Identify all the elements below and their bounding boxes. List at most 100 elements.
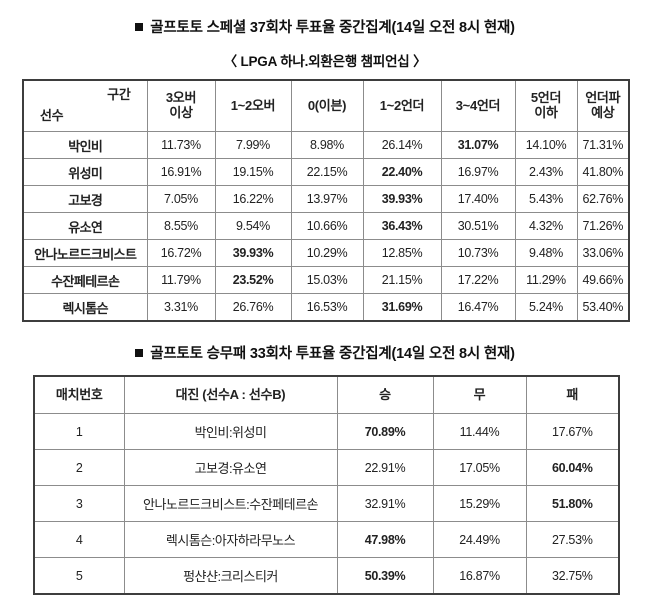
table-row: 고보경 7.05% 16.22% 13.97% 39.93% 17.40% 5.43% 62.… [22, 185, 630, 213]
lpga-corner-header: 구간 선수 [22, 79, 148, 132]
match-table-container: 매치번호 대진 (선수A : 선수B) 승 무 패 1 박인비:위성미 70.89%… [0, 375, 650, 595]
lpga-cell-value: 11.73% [146, 131, 216, 159]
match-matchup: 박인비:위성미 [123, 413, 338, 450]
lpga-col-header-0: 3오버 이상 [146, 79, 216, 132]
lpga-cell-value: 8.55% [146, 212, 216, 240]
table-row: 수잔페테르손 11.79% 23.52% 15.03% 21.15% 17.22% 11.2… [22, 266, 630, 294]
lpga-cell-value: 16.72% [146, 239, 216, 267]
lpga-cell-value: 16.91% [146, 158, 216, 186]
lpga-cell-value: 17.22% [440, 266, 516, 294]
corner-label-player: 선수 [40, 108, 64, 124]
lpga-cell-value: 19.15% [214, 158, 292, 186]
lpga-cell-value: 22.15% [290, 158, 364, 186]
section2-title: 골프토토 승무패 33회차 투표율 중간집계(14일 오전 8시 현재) [0, 342, 650, 363]
match-cell-value: 27.53% [525, 521, 620, 558]
match-cell-value: 60.04% [525, 449, 620, 486]
lpga-table-body: 박인비 11.73% 7.99% 8.98% 26.14% 31.07% 14.10% 71.… [22, 131, 630, 322]
lpga-col-header-5: 5언더 이하 [514, 79, 578, 132]
lpga-player-name: 박인비 [22, 131, 148, 159]
lpga-cell-value: 71.31% [576, 131, 630, 159]
lpga-cell-value: 33.06% [576, 239, 630, 267]
lpga-cell-value: 10.73% [440, 239, 516, 267]
table-row: 1 박인비:위성미 70.89% 11.44% 17.67% [33, 413, 620, 450]
col-header-line1: 1~2언더 [379, 97, 425, 113]
match-number: 4 [33, 521, 125, 558]
lpga-cell-value: 31.69% [362, 293, 442, 322]
lpga-cell-value: 39.93% [362, 185, 442, 213]
col-header-line1: 5언더 [530, 90, 562, 106]
match-cell-value: 50.39% [336, 557, 434, 595]
lpga-cell-value: 41.80% [576, 158, 630, 186]
lpga-cell-value: 22.40% [362, 158, 442, 186]
lpga-cell-value: 3.31% [146, 293, 216, 322]
col-header-line2: 예상 [591, 105, 615, 120]
lpga-cell-value: 10.66% [290, 212, 364, 240]
lpga-cell-value: 31.07% [440, 131, 516, 159]
col-header-line2: 이하 [534, 105, 558, 120]
lpga-cell-value: 49.66% [576, 266, 630, 294]
lpga-col-header-6: 언더파 예상 [576, 79, 630, 132]
table-row: 4 렉시톰슨:아자하라무노스 47.98% 24.49% 27.53% [33, 521, 620, 558]
section2-title-text: 골프토토 승무패 33회차 투표율 중간집계(14일 오전 8시 현재) [150, 346, 515, 362]
lpga-cell-value: 12.85% [362, 239, 442, 267]
match-vote-table: 매치번호 대진 (선수A : 선수B) 승 무 패 1 박인비:위성미 70.89%… [33, 375, 620, 595]
match-cell-value: 32.75% [525, 557, 620, 595]
match-cell-value: 17.67% [525, 413, 620, 450]
lpga-cell-value: 5.43% [514, 185, 578, 213]
match-cell-value: 47.98% [336, 521, 434, 558]
lpga-cell-value: 11.79% [146, 266, 216, 294]
lpga-cell-value: 5.24% [514, 293, 578, 322]
lpga-cell-value: 9.54% [214, 212, 292, 240]
match-col-header-0: 매치번호 [33, 375, 125, 414]
lpga-col-header-1: 1~2오버 [214, 79, 292, 132]
table-row: 3 안나노르드크비스트:수잔페테르손 32.91% 15.29% 51.80% [33, 485, 620, 522]
match-cell-value: 70.89% [336, 413, 434, 450]
lpga-cell-value: 26.76% [214, 293, 292, 322]
match-matchup: 렉시톰슨:아자하라무노스 [123, 521, 338, 558]
table-row: 5 펑샨샨:크리스티커 50.39% 16.87% 32.75% [33, 557, 620, 595]
lpga-player-name: 위성미 [22, 158, 148, 186]
lpga-cell-value: 23.52% [214, 266, 292, 294]
lpga-cell-value: 53.40% [576, 293, 630, 322]
lpga-cell-value: 16.22% [214, 185, 292, 213]
section1-title-text: 골프토토 스페셜 37회차 투표율 중간집계(14일 오전 8시 현재) [150, 20, 515, 36]
col-header-line1: 0(이븐) [307, 97, 347, 113]
match-number: 2 [33, 449, 125, 486]
match-col-header-1: 대진 (선수A : 선수B) [123, 375, 338, 414]
bullet-square-icon [135, 23, 144, 31]
lpga-cell-value: 2.43% [514, 158, 578, 186]
match-cell-value: 22.91% [336, 449, 434, 486]
match-matchup: 펑샨샨:크리스티커 [123, 557, 338, 595]
col-header-line1: 3~4언더 [455, 97, 501, 113]
match-cell-value: 51.80% [525, 485, 620, 522]
table-row: 유소연 8.55% 9.54% 10.66% 36.43% 30.51% 4.32% 71.2… [22, 212, 630, 240]
match-number: 5 [33, 557, 125, 595]
section1-title: 골프토토 스페셜 37회차 투표율 중간집계(14일 오전 8시 현재) [0, 16, 650, 37]
lpga-player-name: 안나노르드크비스트 [22, 239, 148, 267]
table-row: 안나노르드크비스트 16.72% 39.93% 10.29% 12.85% 10.73% 9… [22, 239, 630, 267]
lpga-cell-value: 8.98% [290, 131, 364, 159]
lpga-player-name: 유소연 [22, 212, 148, 240]
lpga-vote-table: 구간 선수 3오버 이상 1~2오버 0(이븐) 1~2언더 3~4언더 5언더 이… [22, 79, 630, 322]
lpga-cell-value: 16.97% [440, 158, 516, 186]
lpga-cell-value: 21.15% [362, 266, 442, 294]
col-header-line1: 1~2오버 [230, 97, 276, 113]
match-matchup: 고보경:유소연 [123, 449, 338, 486]
match-cell-value: 16.87% [432, 557, 527, 595]
lpga-col-header-3: 1~2언더 [362, 79, 442, 132]
match-number: 1 [33, 413, 125, 450]
section1-subtitle: 〈 LPGA 하나.외환은행 챔피언십 〉 [223, 54, 427, 69]
match-cell-value: 32.91% [336, 485, 434, 522]
lpga-cell-value: 7.05% [146, 185, 216, 213]
col-header-line2: 이상 [169, 105, 193, 120]
match-col-header-4: 패 [525, 375, 620, 414]
lpga-cell-value: 10.29% [290, 239, 364, 267]
lpga-cell-value: 30.51% [440, 212, 516, 240]
table-row: 렉시톰슨 3.31% 26.76% 16.53% 31.69% 16.47% 5.24% 53… [22, 293, 630, 322]
lpga-cell-value: 16.53% [290, 293, 364, 322]
lpga-cell-value: 4.32% [514, 212, 578, 240]
lpga-col-header-2: 0(이븐) [290, 79, 364, 132]
lpga-cell-value: 36.43% [362, 212, 442, 240]
lpga-table-container: 구간 선수 3오버 이상 1~2오버 0(이븐) 1~2언더 3~4언더 5언더 이… [0, 79, 650, 322]
match-number: 3 [33, 485, 125, 522]
